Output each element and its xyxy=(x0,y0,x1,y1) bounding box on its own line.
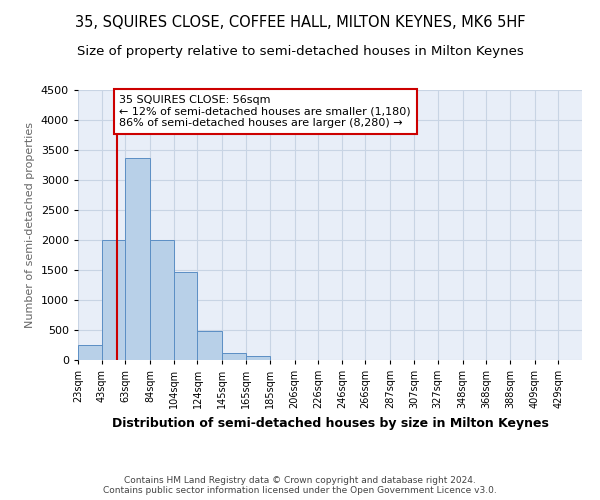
Bar xyxy=(101,240,125,360)
Bar xyxy=(125,158,150,360)
Bar xyxy=(197,330,223,360)
Y-axis label: Number of semi-detached properties: Number of semi-detached properties xyxy=(25,122,35,328)
Text: 35 SQUIRES CLOSE: 56sqm
← 12% of semi-detached houses are smaller (1,180)
86% of: 35 SQUIRES CLOSE: 56sqm ← 12% of semi-de… xyxy=(119,95,411,128)
Bar xyxy=(246,356,269,360)
Bar xyxy=(150,240,174,360)
X-axis label: Distribution of semi-detached houses by size in Milton Keynes: Distribution of semi-detached houses by … xyxy=(112,416,548,430)
Text: Contains HM Land Registry data © Crown copyright and database right 2024.
Contai: Contains HM Land Registry data © Crown c… xyxy=(103,476,497,495)
Bar xyxy=(174,272,197,360)
Bar xyxy=(78,344,101,360)
Text: 35, SQUIRES CLOSE, COFFEE HALL, MILTON KEYNES, MK6 5HF: 35, SQUIRES CLOSE, COFFEE HALL, MILTON K… xyxy=(75,15,525,30)
Bar xyxy=(223,354,246,360)
Text: Size of property relative to semi-detached houses in Milton Keynes: Size of property relative to semi-detach… xyxy=(77,45,523,58)
